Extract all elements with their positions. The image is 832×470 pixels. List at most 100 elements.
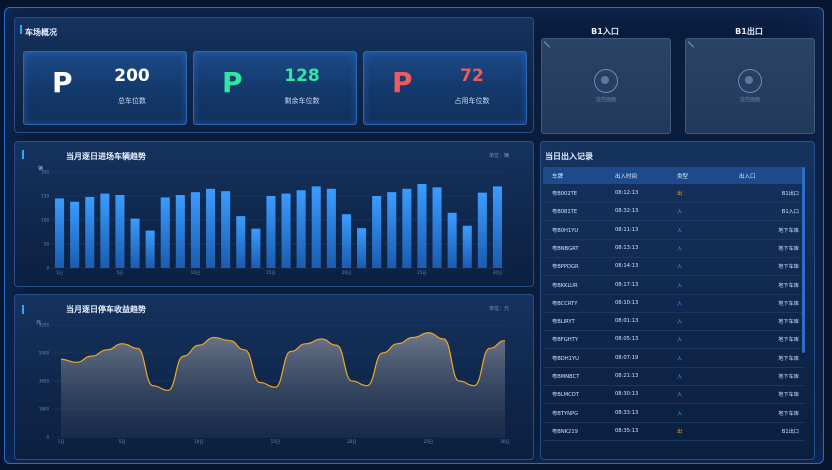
occupied-spaces-value: 72: [460, 66, 484, 86]
type-cell: 出: [677, 191, 683, 197]
table-row[interactable]: 粤BFGHTY 08:05:13 入 地下车库: [543, 330, 805, 350]
plate-cell: 粤BLMCDT: [552, 392, 579, 399]
table-row[interactable]: 粤BNK219 08:35:13 出 B1出口: [543, 422, 805, 441]
table-row[interactable]: 粤BMNBCT 08:21:13 入 地下车库: [543, 367, 805, 386]
parking-p-icon: P: [52, 66, 73, 99]
table-row[interactable]: 粤BLIRYT 08:01:13 入 地下车库: [543, 312, 805, 332]
type-cell: 出: [677, 428, 683, 435]
plate-cell: 粤BMNBCT: [552, 374, 580, 380]
plate-cell: 粤BTYNPG: [552, 410, 579, 417]
free-spaces-label: 剩余车位数: [284, 97, 320, 105]
revenue-chart-title: 当月逐日停车收益趋势: [66, 305, 146, 314]
title-marker: [22, 150, 24, 159]
table-row[interactable]: 粤B081TE 08:32:13 入 B1入口: [543, 202, 805, 222]
time-cell: 08:12:13: [615, 190, 639, 196]
free-spaces-value: 128: [284, 66, 320, 86]
camera-title-exit: B1出口: [735, 27, 763, 36]
records-title: 当日出入记录: [545, 152, 593, 161]
stat-card-free: P 128 剩余车位数: [193, 51, 357, 125]
gate-cell: 地下车库: [778, 374, 799, 380]
gate-cell: 地下车库: [778, 282, 799, 289]
traffic-chart-title: 当月逐日进场车辆趋势: [66, 152, 146, 161]
table-row[interactable]: 粤B002TE 08:12:13 出 B1出口: [543, 184, 805, 203]
gate-cell: 地下车库: [778, 264, 799, 271]
type-cell: 入: [677, 410, 683, 417]
type-cell: 入: [677, 300, 683, 307]
column-header-gate: 出入口: [739, 174, 756, 180]
gate-cell: 地下车库: [778, 319, 799, 326]
type-cell: 入: [677, 282, 683, 289]
gate-cell: 地下车库: [778, 300, 799, 307]
type-cell: 入: [677, 209, 683, 216]
gate-cell: 地下车库: [778, 392, 799, 399]
gate-cell: 地下车库: [778, 245, 799, 252]
camera-lens-icon: [601, 76, 609, 84]
parking-p-icon: P: [222, 66, 243, 99]
stat-card-total: P 200 总车位数: [23, 51, 187, 125]
camera-lens-icon: [745, 76, 753, 84]
camera-feed-exit[interactable]: 监控画面: [685, 38, 815, 134]
records-scrollbar[interactable]: [802, 167, 805, 353]
time-cell: 08:10:13: [615, 299, 639, 306]
camera-icon: [594, 69, 618, 93]
camera-status: 监控画面: [595, 97, 616, 103]
revenue-chart-panel: [14, 294, 534, 460]
type-cell: 入: [677, 319, 683, 326]
table-row[interactable]: 粤BPPDGR 08:14:13 入 地下车库: [543, 257, 805, 277]
type-cell: 入: [677, 392, 683, 399]
gate-cell: 地下车库: [778, 337, 799, 344]
type-cell: 入: [677, 245, 683, 252]
plate-cell: 粤B002TE: [552, 191, 578, 197]
plate-cell: 粤BFGHTY: [552, 337, 578, 344]
plate-cell: 粤BKKLUR: [552, 282, 578, 289]
table-row[interactable]: 粤BDH1YU 08:07:19 入 地下车库: [543, 349, 805, 368]
camera-feed-entry[interactable]: 监控画面: [541, 38, 671, 134]
plate-cell: 粤BPPDGR: [552, 264, 579, 271]
type-cell: 入: [677, 355, 683, 362]
time-cell: 08:17:13: [615, 281, 639, 288]
table-row[interactable]: 粤BNBGRT 08:13:13 入 地下车库: [543, 239, 805, 258]
plate-cell: 粤BNBGRT: [552, 245, 579, 252]
plate-cell: 粤B081TE: [552, 209, 578, 216]
plate-cell: 粤BNK219: [552, 428, 578, 435]
column-header-plate: 车牌: [552, 174, 564, 180]
time-cell: 08:01:13: [615, 318, 639, 325]
traffic-chart-unit: 单位：辆: [489, 153, 510, 159]
time-cell: 08:07:19: [615, 354, 639, 361]
table-row[interactable]: 粤BTYNPG 08:33:13 入 地下车库: [543, 404, 805, 423]
occupied-spaces-label: 占用车位数: [454, 97, 490, 105]
table-row[interactable]: 粤BKKLUR 08:17:13 入 地下车库: [543, 276, 805, 295]
table-row[interactable]: 粤B0H1YU 08:11:13 入 地下车库: [543, 221, 805, 240]
table-row[interactable]: 粤BLMCDT 08:30:13 入 地下车库: [543, 385, 805, 405]
plate-cell: 粤BDH1YU: [552, 355, 579, 362]
gate-cell: 地下车库: [778, 355, 799, 362]
title-marker: [20, 25, 22, 34]
time-cell: 08:30:13: [615, 391, 639, 398]
camera-icon: [738, 69, 762, 93]
traffic-chart-panel: [14, 141, 534, 287]
stat-card-occupied: P 72 占用车位数: [363, 51, 527, 125]
camera-title-entry: B1入口: [591, 27, 619, 36]
total-spaces-label: 总车位数: [118, 97, 146, 105]
column-header-time: 出入时间: [615, 174, 638, 180]
table-row[interactable]: 粤BCCRTY 08:10:13 入 地下车库: [543, 294, 805, 313]
time-cell: 08:21:13: [615, 373, 639, 379]
type-cell: 入: [677, 337, 683, 344]
camera-status: 监控画面: [739, 97, 760, 103]
type-cell: 入: [677, 374, 683, 380]
records-panel: [540, 141, 815, 460]
revenue-chart-unit: 单位：元: [489, 306, 510, 312]
parking-p-icon: P: [392, 66, 413, 99]
overview-title: 车场概况: [25, 28, 57, 37]
time-cell: 08:14:13: [615, 263, 639, 270]
total-spaces-value: 200: [114, 66, 150, 86]
corner-decoration: [687, 41, 695, 48]
plate-cell: 粤B0H1YU: [552, 227, 579, 234]
title-marker: [22, 305, 24, 314]
time-cell: 08:32:13: [615, 208, 639, 215]
time-cell: 08:05:13: [615, 336, 639, 343]
type-cell: 入: [677, 227, 683, 234]
time-cell: 08:11:13: [615, 226, 639, 233]
gate-cell: B1入口: [781, 209, 799, 216]
plate-cell: 粤BCCRTY: [552, 300, 578, 307]
